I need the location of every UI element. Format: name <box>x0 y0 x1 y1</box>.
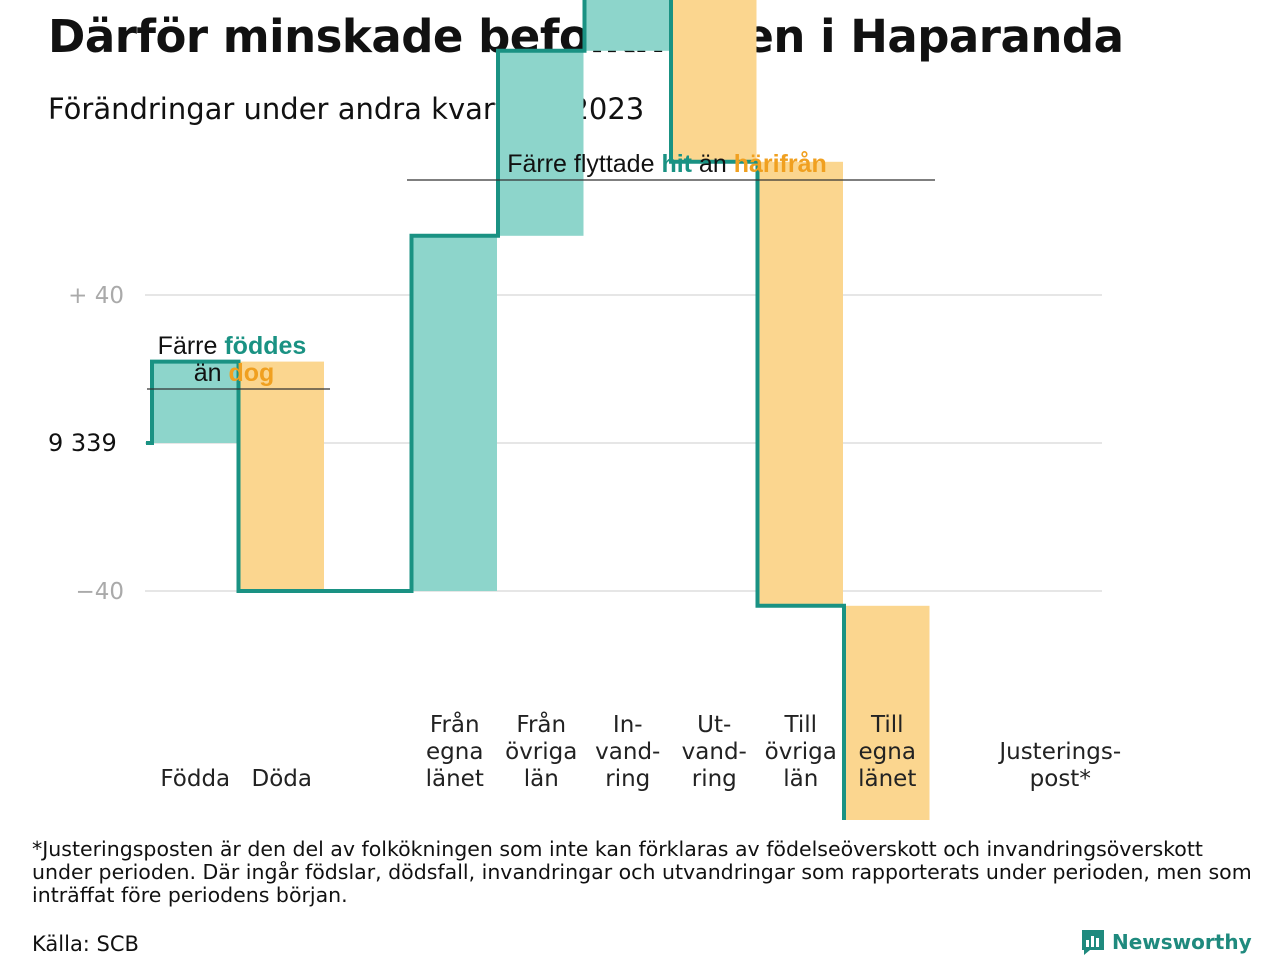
category-label: Till övriga län <box>765 712 837 792</box>
bar-outflow <box>758 161 843 606</box>
category-label: Justerings-post* <box>997 739 1121 792</box>
brand-name: Newsworthy <box>1112 930 1252 954</box>
annotation-moves: Färre flyttade hit än härifrån <box>507 150 827 178</box>
y-tick-label: + 40 <box>68 283 124 309</box>
footnote: *Justeringsposten är den del av folkökni… <box>32 837 1252 907</box>
y-tick-label: −40 <box>75 579 124 605</box>
category-label: In-vand-ring <box>595 712 660 792</box>
category-label: Till egna länet <box>858 712 916 792</box>
bar-inflow <box>153 361 238 443</box>
bar-outflow <box>239 361 324 591</box>
source-label: Källa: SCB <box>32 932 139 956</box>
annotation-deaths: än dog <box>194 359 275 387</box>
bar-outflow <box>672 0 757 162</box>
waterfall-chart: + 40 −40 9 339 Födda Döda Från egna länet Från öv… <box>48 0 1121 820</box>
start-value-label: 9 339 <box>48 429 117 457</box>
bar-inflow <box>585 0 670 51</box>
category-label: Ut-vand-ring <box>682 712 747 792</box>
bar-outflow <box>845 605 930 820</box>
category-label: Från egna länet <box>426 710 484 792</box>
newsworthy-logo-icon <box>1082 930 1104 955</box>
brand-logo[interactable]: Newsworthy <box>1080 928 1252 956</box>
bar-inflow <box>499 50 584 236</box>
annotation-births: Färre föddes <box>158 332 307 360</box>
category-label: Döda <box>252 766 312 792</box>
category-label: Födda <box>160 766 230 792</box>
category-label: Från övriga län <box>505 710 577 792</box>
cumulative-step-line <box>146 0 846 820</box>
bar-inflow <box>412 235 497 592</box>
